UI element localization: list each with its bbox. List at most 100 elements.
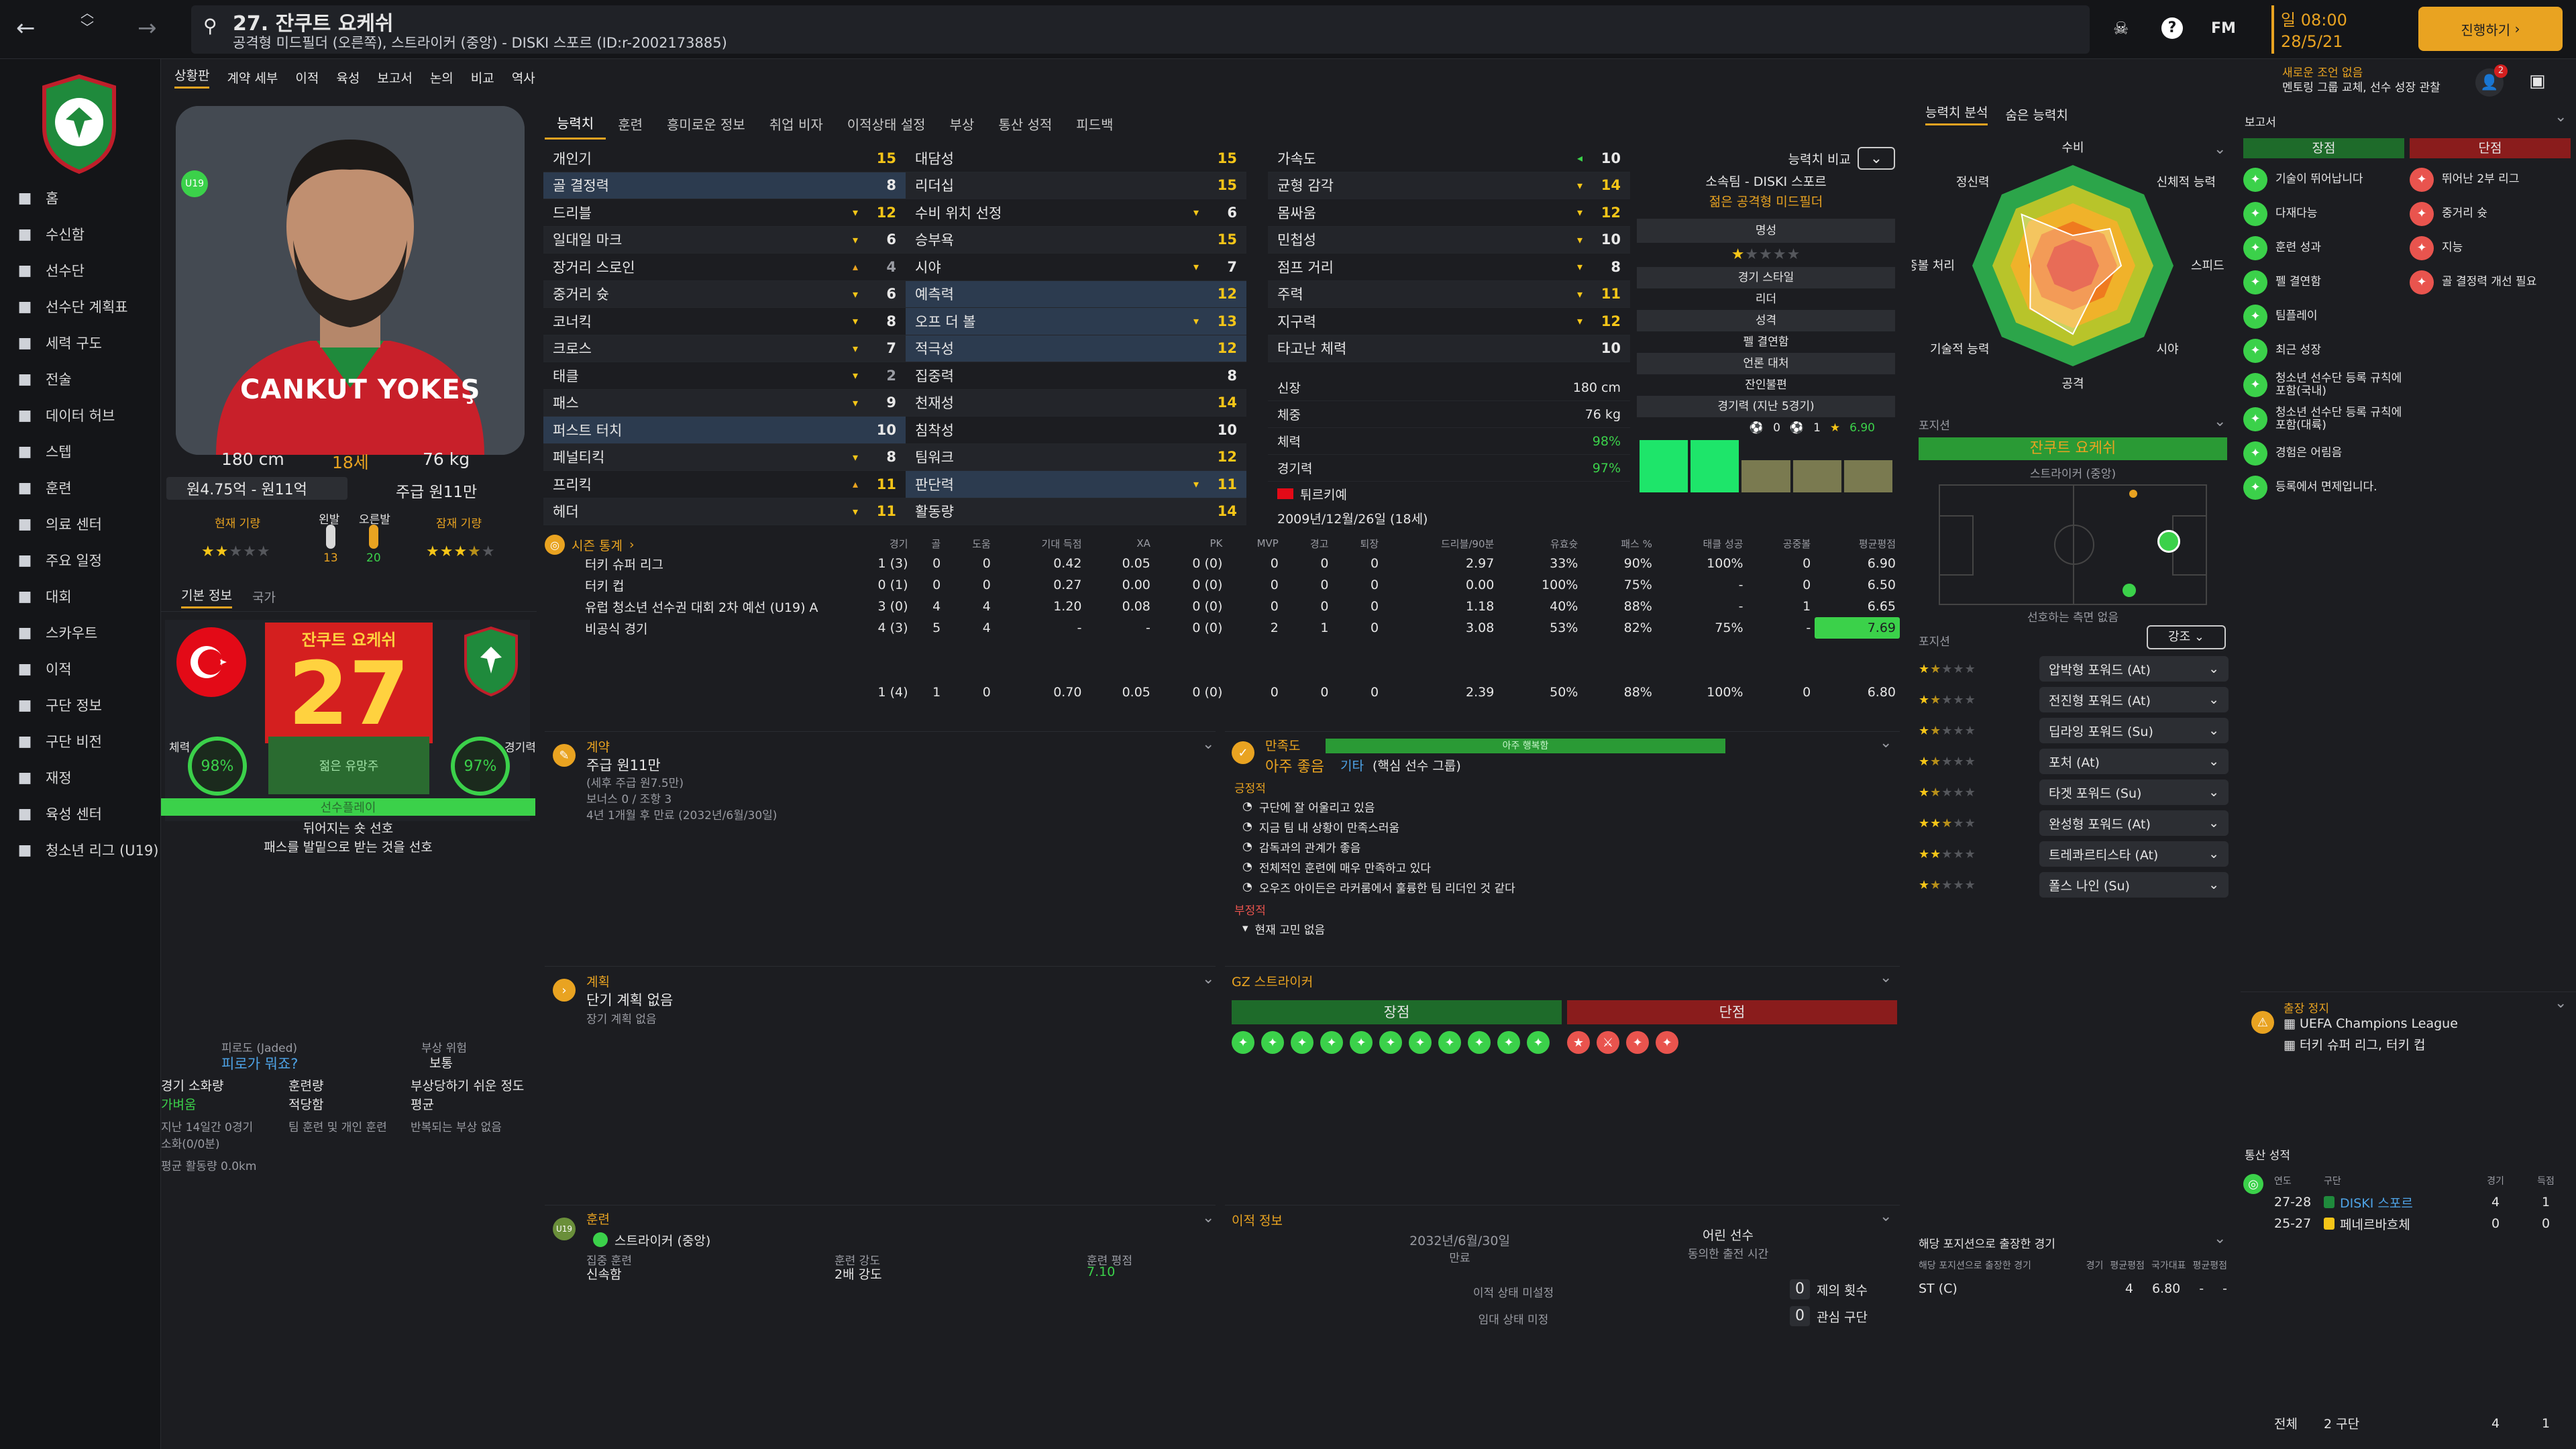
subnav-item[interactable]: 계약 세부	[227, 70, 278, 86]
attribute-row[interactable]: 일대일 마크 ▾ 6	[543, 226, 906, 254]
skull-icon[interactable]: ☠	[2113, 19, 2129, 39]
attribute-row[interactable]: 타고난 체력 10	[1268, 335, 1630, 362]
career-row[interactable]: 27-28 DISKI 스포르 4 1	[2274, 1191, 2569, 1213]
weakness-icon[interactable]: ★	[1567, 1031, 1590, 1054]
compare-dropdown[interactable]: ⌄	[1858, 147, 1895, 170]
attribute-row[interactable]: 승부욕 15	[906, 226, 1246, 254]
season-row[interactable]: 유럽 청소년 선수권 대회 2차 예선 (U19) A 3 (0) 4 4 1.20 0.…	[545, 596, 1900, 617]
strength-icon[interactable]: ✦	[1261, 1031, 1284, 1054]
attribute-row[interactable]: 크로스 ▾ 7	[543, 335, 906, 362]
attribute-row[interactable]: 주력 ▾ 11	[1268, 280, 1630, 308]
attribute-row[interactable]: 퍼스트 터치 10	[543, 417, 906, 444]
sidebar-item[interactable]: ■ 주요 일정	[0, 542, 160, 578]
transfer-title[interactable]: 이적 정보	[1232, 1214, 1283, 1228]
attribute-row[interactable]: 민첩성 ▾ 10	[1268, 226, 1630, 254]
contract-expand-icon[interactable]: ⌄	[1202, 736, 1215, 753]
season-row[interactable]: 터키 슈퍼 리그 1 (3) 0 0 0.42 0.05 0 (0) 0 0 0 2.97 33% 90…	[545, 553, 1900, 574]
subnav-item[interactable]: 상황판	[174, 66, 210, 89]
attribute-row[interactable]: 판단력 ▾ 11	[906, 471, 1246, 498]
sidebar-item[interactable]: ■ 재정	[0, 759, 160, 796]
highlight-dropdown[interactable]: 강조 ⌄	[2147, 625, 2226, 649]
tab-item[interactable]: 취업 비자	[769, 116, 823, 133]
analysis-expand-icon[interactable]: ⌄	[2214, 141, 2226, 158]
tab-item[interactable]: 훈련	[618, 116, 643, 133]
suspension-expand-icon[interactable]: ⌄	[2555, 995, 2567, 1012]
sidebar-item[interactable]: ■ 데이터 허브	[0, 397, 160, 433]
strength-icon[interactable]: ✦	[1379, 1031, 1402, 1054]
reports-expand-icon[interactable]: ⌄	[2555, 109, 2567, 125]
attribute-row[interactable]: 태클 ▾ 2	[543, 362, 906, 390]
report-item[interactable]: ✦ 다재다능	[2243, 197, 2404, 231]
report-item[interactable]: ✦ 펠 결연함	[2243, 265, 2404, 299]
attribute-row[interactable]: 개인기 15	[543, 145, 906, 172]
strength-icon[interactable]: ✦	[1291, 1031, 1313, 1054]
tab-item[interactable]: 능력치	[545, 107, 606, 140]
search-icon[interactable]: ⚲	[203, 15, 217, 37]
roles-title[interactable]: 포지션	[1919, 635, 1950, 649]
attribute-row[interactable]: 장거리 스로인 ▴ 4	[543, 254, 906, 281]
tab-hidden-attributes[interactable]: 숨은 능력치	[2005, 107, 2068, 123]
tab-item[interactable]: 흥미로운 정보	[667, 116, 745, 133]
attribute-row[interactable]: 적극성 12	[906, 335, 1246, 362]
sidebar-item[interactable]: ■ 수신함	[0, 216, 160, 252]
strength-icon[interactable]: ✦	[1468, 1031, 1491, 1054]
subnav-item[interactable]: 육성	[336, 70, 360, 86]
report-item[interactable]: ✦ 골 결정력 개선 필요	[2410, 265, 2571, 299]
sidebar-item[interactable]: ■ 세력 구도	[0, 325, 160, 361]
attribute-row[interactable]: 지구력 ▾ 12	[1268, 308, 1630, 335]
report-item[interactable]: ✦ 중거리 슛	[2410, 197, 2571, 231]
sidebar-item[interactable]: ■ 이적	[0, 651, 160, 687]
happiness-title[interactable]: 만족도	[1265, 739, 1301, 753]
attribute-row[interactable]: 오프 더 볼 ▾ 13	[906, 308, 1246, 335]
subnav-item[interactable]: 이적	[295, 70, 319, 86]
strength-icon[interactable]: ✦	[1527, 1031, 1550, 1054]
role-dropdown[interactable]: 전진형 포워드 (At) ⌄	[2039, 687, 2229, 712]
attribute-row[interactable]: 침착성 10	[906, 417, 1246, 444]
weakness-icon[interactable]: ⚔	[1597, 1031, 1619, 1054]
tab-item[interactable]: 피드백	[1076, 116, 1114, 133]
attribute-row[interactable]: 활동량 14	[906, 498, 1246, 525]
weakness-icon[interactable]: ✦	[1656, 1031, 1678, 1054]
report-expand-icon[interactable]: ⌄	[1880, 969, 1892, 986]
sidebar-item[interactable]: ■ 의료 센터	[0, 506, 160, 542]
role-dropdown[interactable]: 포처 (At) ⌄	[2039, 749, 2229, 774]
report-item[interactable]: ✦ 최근 성장	[2243, 333, 2404, 368]
attribute-row[interactable]: 수비 위치 선정 ▾ 6	[906, 199, 1246, 227]
happiness-expand-icon[interactable]: ⌄	[1880, 735, 1892, 751]
attribute-row[interactable]: 천재성 14	[906, 389, 1246, 417]
subnav-item[interactable]: 논의	[429, 70, 453, 86]
history-nav[interactable]: ︿ ﹀	[80, 5, 94, 36]
attribute-row[interactable]: 중거리 슛 ▾ 6	[543, 280, 906, 308]
attribute-row[interactable]: 점프 거리 ▾ 8	[1268, 254, 1630, 281]
notice-text[interactable]: 멘토링 그룹 교체, 선수 성장 관찰	[2282, 81, 2440, 95]
attribute-row[interactable]: 예측력 12	[906, 280, 1246, 308]
attribute-row[interactable]: 페널티킥 ▾ 8	[543, 443, 906, 471]
attribute-row[interactable]: 균형 감각 ▾ 14	[1268, 172, 1630, 199]
forward-arrow-icon[interactable]: →	[138, 15, 157, 42]
strength-icon[interactable]: ✦	[1409, 1031, 1432, 1054]
continue-button[interactable]: 진행하기 ›	[2418, 7, 2563, 51]
strength-icon[interactable]: ✦	[1438, 1031, 1461, 1054]
strength-icon[interactable]: ✦	[1497, 1031, 1520, 1054]
sidebar-item[interactable]: ■ 선수단 계획표	[0, 288, 160, 325]
sidebar-item[interactable]: ■ 구단 비전	[0, 723, 160, 759]
sidebar-item[interactable]: ■ 구단 정보	[0, 687, 160, 723]
attribute-row[interactable]: 헤더 ▾ 11	[543, 498, 906, 525]
tab-item[interactable]: 통산 성적	[998, 116, 1053, 133]
attribute-row[interactable]: 드리블 ▾ 12	[543, 199, 906, 227]
training-expand-icon[interactable]: ⌄	[1202, 1210, 1215, 1226]
attribute-row[interactable]: 프리킥 ▴ 11	[543, 471, 906, 498]
tab-item[interactable]: 부상	[949, 116, 975, 133]
player-card-icon[interactable]: ▣	[2529, 71, 2546, 91]
back-arrow-icon[interactable]: ←	[16, 15, 36, 42]
report-item[interactable]: ✦ 지능	[2410, 231, 2571, 265]
report-item[interactable]: ✦ 훈련 성과	[2243, 231, 2404, 265]
sidebar-item[interactable]: ■ 대회	[0, 578, 160, 614]
report-item[interactable]: ✦ 팀플레이	[2243, 299, 2404, 333]
sidebar-item[interactable]: ■ 스텝	[0, 433, 160, 470]
subnav-item[interactable]: 보고서	[377, 70, 413, 86]
position-stats-expand-icon[interactable]: ⌄	[2214, 1230, 2226, 1247]
season-row[interactable]: 비공식 경기 4 (3) 5 4- -0 (0) 2 1 0 3.08 53% 82% 75% -7.6…	[545, 617, 1900, 639]
notification-icon[interactable]: 👤 2	[2475, 64, 2508, 97]
attribute-row[interactable]: 집중력 8	[906, 362, 1246, 390]
